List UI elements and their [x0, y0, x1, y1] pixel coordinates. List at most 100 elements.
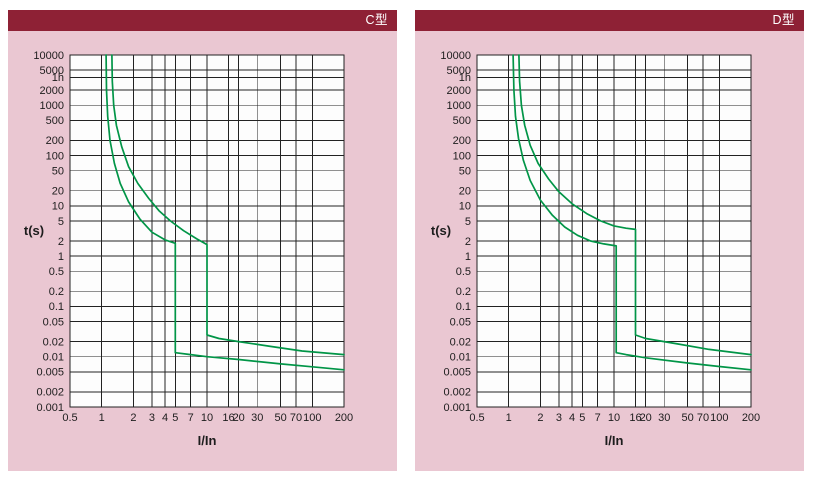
- plot-border: [69, 54, 345, 408]
- x-tick-label: 10: [608, 412, 620, 424]
- panel-title-c: C型: [365, 13, 388, 27]
- y-tick-label: 2: [465, 236, 471, 248]
- x-tick-label: 30: [251, 412, 263, 424]
- y-tick-label: 0.05: [43, 316, 64, 328]
- y-tick-label: 10: [459, 201, 471, 213]
- x-tick-label: 3: [149, 412, 155, 424]
- y-tick-label: 2000: [40, 85, 64, 97]
- x-tick-label: 2: [537, 412, 543, 424]
- curve-lower-trip-limit: [105, 54, 345, 371]
- y-tick-label: 10: [52, 201, 64, 213]
- y-tick-label: 20: [52, 186, 64, 198]
- panel-c-type: C型 0.5 1 2 3 4 5 7 10 16 20 30 50 70 100 200 10000 5000 1…: [8, 10, 397, 471]
- panel-d-type: D型 0.5 1 2 3 4 5 7 10 16 20 30 50 70 100 200 10000 5000 1…: [415, 10, 804, 471]
- x-tick-label: 20: [233, 412, 245, 424]
- y-tick-label: 0.002: [36, 387, 64, 399]
- y-tick-label: 0.2: [49, 286, 64, 298]
- x-tick-label: 4: [162, 412, 168, 424]
- y-tick-label: 100: [453, 150, 471, 162]
- x-tick-label: 7: [188, 412, 194, 424]
- y-tick-label: 0.002: [443, 387, 471, 399]
- x-tick-label: 16: [629, 412, 641, 424]
- y-tick-label: 0.02: [43, 336, 64, 348]
- y-tick-label: 0.5: [49, 266, 64, 278]
- y-tick-label: 1000: [447, 100, 471, 112]
- y-tick-label: 1000: [40, 100, 64, 112]
- x-tick-label: 70: [290, 412, 302, 424]
- y-tick-label: 200: [453, 135, 471, 147]
- panel-header-d: D型: [415, 10, 804, 31]
- x-tick-label: 30: [658, 412, 670, 424]
- x-tick-label: 3: [556, 412, 562, 424]
- x-tick-label: 50: [274, 412, 286, 424]
- y-tick-label: 5000: [447, 65, 471, 77]
- y-tick-label: 0.005: [36, 367, 64, 379]
- x-tick-label: 70: [697, 412, 709, 424]
- y-tick-label: 20: [459, 186, 471, 198]
- y-tick-label: 500: [453, 115, 471, 127]
- y-tick-label: 1h: [459, 72, 471, 84]
- y-tick-label: 0.02: [450, 336, 471, 348]
- x-tick-label: 5: [172, 412, 178, 424]
- y-tick-label: 5000: [40, 65, 64, 77]
- y-tick-label: 0.01: [43, 352, 64, 364]
- y-tick-label: 2: [58, 236, 64, 248]
- x-tick-label: 200: [335, 412, 353, 424]
- x-tick-label: 0.5: [62, 412, 77, 424]
- y-tick-label: 0.01: [450, 352, 471, 364]
- y-tick-label: 500: [46, 115, 64, 127]
- x-tick-label: 0.5: [469, 412, 484, 424]
- y-tick-label: 100: [46, 150, 64, 162]
- x-axis-title: I/In: [198, 433, 217, 448]
- x-tick-label: 1: [99, 412, 105, 424]
- y-tick-label: 2000: [447, 85, 471, 97]
- x-axis-title: I/In: [605, 433, 624, 448]
- curve-upper-trip-limit: [111, 54, 345, 356]
- y-axis-title: t(s): [431, 223, 451, 238]
- y-axis-title: t(s): [24, 223, 44, 238]
- x-tick-label: 2: [130, 412, 136, 424]
- plot-border: [476, 54, 752, 408]
- grid-lines: [69, 54, 345, 408]
- y-tick-label: 0.2: [456, 286, 471, 298]
- x-tick-label: 5: [579, 412, 585, 424]
- x-tick-label: 10: [201, 412, 213, 424]
- x-tick-label: 16: [222, 412, 234, 424]
- x-tick-label: 200: [742, 412, 760, 424]
- y-tick-label: 0.1: [456, 301, 471, 313]
- y-tick-label: 0.005: [443, 367, 471, 379]
- x-tick-label: 100: [710, 412, 728, 424]
- y-tick-label: 0.05: [450, 316, 471, 328]
- curve-upper-trip-limit: [518, 54, 752, 356]
- x-tick-label: 7: [595, 412, 601, 424]
- y-tick-label: 1h: [52, 72, 64, 84]
- curve-lower-trip-limit: [512, 54, 752, 371]
- y-tick-label: 0.5: [456, 266, 471, 278]
- panel-header-c: C型: [8, 10, 397, 31]
- y-tick-label: 0.001: [36, 402, 64, 414]
- y-tick-label: 0.001: [443, 402, 471, 414]
- x-tick-label: 50: [681, 412, 693, 424]
- y-tick-label: 50: [52, 166, 64, 178]
- y-tick-label: 1: [58, 251, 64, 263]
- x-tick-label: 20: [640, 412, 652, 424]
- y-tick-label: 1: [465, 251, 471, 263]
- y-tick-label: 200: [46, 135, 64, 147]
- y-tick-label: 5: [58, 216, 64, 228]
- x-tick-label: 1: [506, 412, 512, 424]
- y-tick-label: 5: [465, 216, 471, 228]
- y-tick-label: 50: [459, 166, 471, 178]
- panel-title-d: D型: [772, 13, 795, 27]
- y-tick-label: 0.1: [49, 301, 64, 313]
- x-tick-label: 4: [569, 412, 575, 424]
- y-tick-label: 10000: [440, 50, 471, 62]
- x-tick-label: 100: [303, 412, 321, 424]
- y-tick-label: 10000: [33, 50, 64, 62]
